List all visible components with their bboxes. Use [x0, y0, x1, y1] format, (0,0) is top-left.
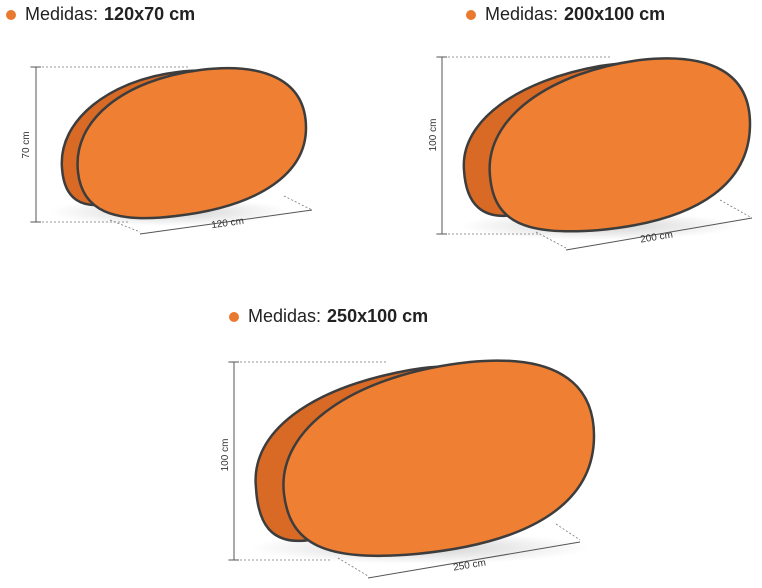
width-label: 200 cm — [640, 230, 674, 246]
width-guide-right — [283, 195, 313, 211]
caption-size: 200x100 cm — [564, 4, 666, 24]
banner-front-panel — [76, 66, 308, 220]
width-dimension-line — [139, 209, 313, 235]
banner-200x100: 100 cm 200 cm — [428, 56, 753, 251]
caption-prefix: Medidas: — [485, 4, 559, 24]
width-dimension-line — [367, 541, 581, 579]
caption-120x70: Medidas: 120x70 cm — [6, 4, 195, 25]
caption-200x100: Medidas: 200x100 cm — [466, 4, 665, 25]
banner-250x100: 100 cm 250 cm — [220, 359, 596, 579]
banner-front-panel — [282, 359, 596, 558]
height-label: 70 cm — [21, 131, 32, 158]
bullet-icon — [229, 311, 239, 322]
height-label: 100 cm — [220, 439, 231, 472]
width-guide-left — [535, 231, 567, 249]
height-label: 100 cm — [428, 119, 439, 152]
bullet-icon — [466, 9, 476, 20]
width-dimension-line — [565, 217, 753, 251]
banner-120x70: 70 cm 120 cm — [21, 66, 313, 235]
width-guide-right — [719, 199, 753, 219]
banner-front-panel — [488, 57, 752, 233]
bullet-icon — [6, 9, 16, 20]
width-label: 250 cm — [453, 558, 487, 574]
caption-size: 250x100 cm — [327, 306, 429, 326]
width-guide-left — [337, 557, 369, 577]
width-label: 120 cm — [211, 216, 245, 231]
caption-prefix: Medidas: — [25, 4, 99, 24]
width-guide-left — [109, 219, 141, 233]
caption-250x100: Medidas: 250x100 cm — [229, 306, 428, 327]
width-guide-right — [555, 523, 581, 541]
caption-prefix: Medidas: — [248, 306, 322, 326]
caption-size: 120x70 cm — [104, 4, 196, 24]
